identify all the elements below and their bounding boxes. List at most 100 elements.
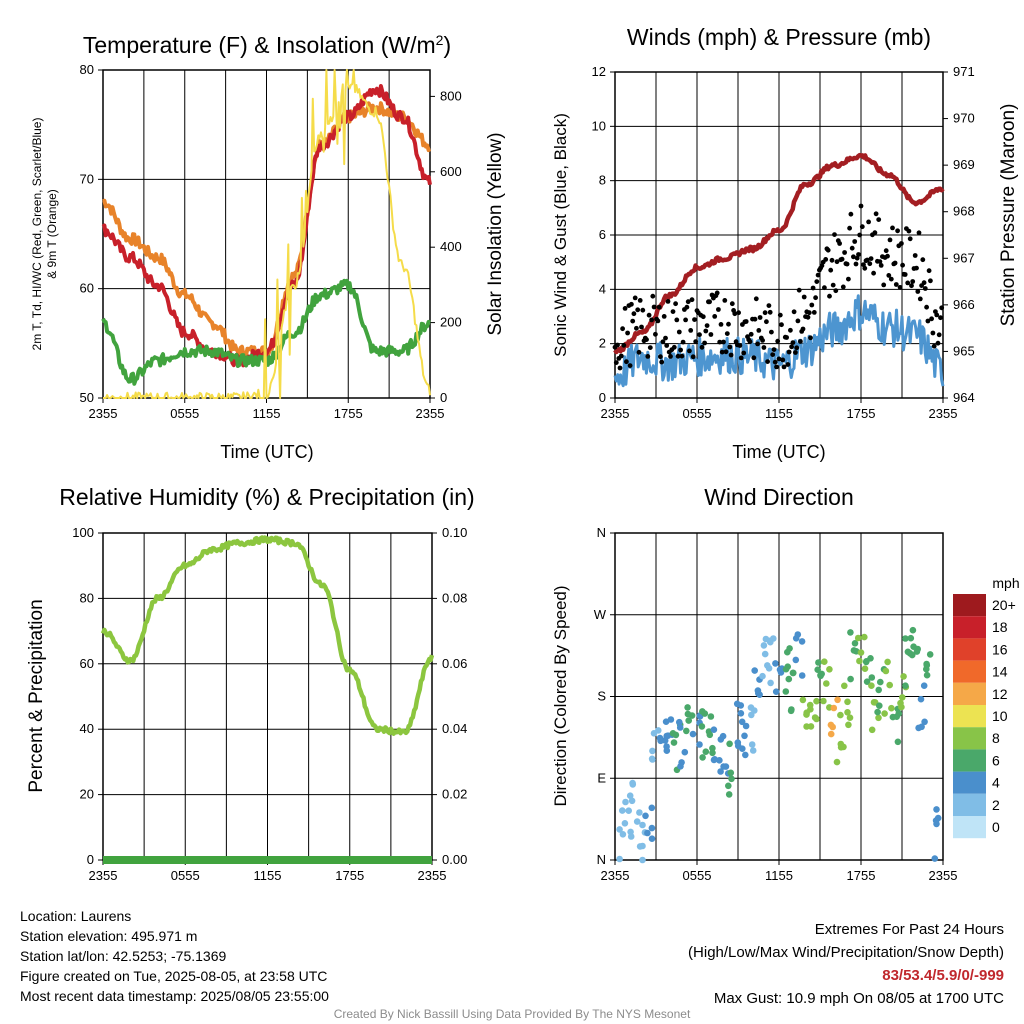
gust-point <box>761 345 767 350</box>
direction-point <box>847 629 854 636</box>
direction-point <box>889 713 897 721</box>
x-tick-label: 2355 <box>601 868 630 883</box>
x-tick-label: 1155 <box>765 406 793 421</box>
legend-swatch <box>953 682 986 705</box>
direction-point <box>748 741 756 748</box>
y2-tick-label: 0.02 <box>442 787 467 802</box>
gust-point <box>772 359 778 365</box>
gust-point <box>737 343 743 348</box>
direction-point <box>767 638 774 646</box>
direction-point <box>934 814 942 822</box>
gust-point <box>915 289 921 294</box>
gust-point <box>764 319 769 325</box>
gust-point <box>659 359 665 365</box>
legend-swatch <box>953 749 986 772</box>
gust-point <box>852 239 858 244</box>
gust-point <box>665 299 671 304</box>
gust-point <box>893 282 899 287</box>
direction-point <box>837 711 844 719</box>
gust-point <box>808 335 813 341</box>
gust-point <box>873 211 879 217</box>
gust-point <box>617 365 623 371</box>
direction-point <box>884 658 891 666</box>
direction-point <box>798 638 806 645</box>
gust-point <box>902 272 908 277</box>
gust-point <box>906 228 912 234</box>
direction-point <box>798 672 806 679</box>
legend-label: 14 <box>992 664 1008 680</box>
direction-point <box>772 688 780 695</box>
legend-swatch <box>953 705 986 728</box>
gust-point <box>867 261 873 267</box>
direction-point <box>900 673 907 680</box>
gust-point <box>830 282 836 288</box>
y-tick-label: 0 <box>599 390 606 405</box>
legend-swatch <box>953 727 986 750</box>
legend-label: 20+ <box>992 597 1016 613</box>
pressure-series <box>613 152 945 355</box>
gust-point <box>736 310 741 316</box>
gust-point <box>890 225 895 231</box>
gust-point <box>741 350 747 356</box>
y-tick-label: 8 <box>599 173 606 188</box>
gust-point <box>646 312 652 318</box>
direction-point <box>663 747 671 754</box>
direction-point <box>868 674 876 681</box>
gust-point <box>883 248 889 254</box>
gust-point <box>793 350 798 355</box>
y2-tick-label: 965 <box>953 343 975 358</box>
direction-point <box>910 643 917 650</box>
direction-point <box>857 649 865 656</box>
gust-point <box>888 276 894 282</box>
y2-tick-label: 970 <box>953 111 975 126</box>
gust-point <box>814 279 820 284</box>
direction-point <box>636 809 643 816</box>
direction-point <box>908 651 916 659</box>
gust-point <box>700 314 706 320</box>
direction-point <box>917 695 925 703</box>
legend-swatch <box>953 638 986 661</box>
gust-point <box>656 304 662 310</box>
gust-point <box>634 325 639 331</box>
y2-tick-label: 0.06 <box>442 656 467 671</box>
gust-point <box>868 256 874 261</box>
gust-point <box>776 356 782 362</box>
x-tick-label: 2355 <box>929 868 958 883</box>
max-gust-text: Max Gust: 10.9 mph On 08/05 at 1700 UTC <box>713 990 1004 1007</box>
gust-point <box>722 298 728 303</box>
winds-y2label: Station Pressure (Maroon) <box>998 104 1019 327</box>
gust-point <box>771 347 777 352</box>
gust-point <box>910 279 916 284</box>
gust-point <box>795 318 801 324</box>
gust-point <box>887 237 893 243</box>
gust-point <box>885 253 890 259</box>
direction-point <box>851 640 859 647</box>
gust-point <box>639 324 644 330</box>
gust-point <box>729 301 735 307</box>
legend-label: 12 <box>992 686 1008 702</box>
gust-point <box>914 265 919 271</box>
direction-point <box>813 697 820 705</box>
direction-point <box>902 635 909 642</box>
gust-point <box>813 295 818 301</box>
direction-point <box>881 710 888 717</box>
x-tick-label: 1755 <box>847 406 876 421</box>
gust-point <box>809 302 815 308</box>
direction-point <box>689 730 697 738</box>
direction-point <box>702 748 710 755</box>
gust-point <box>837 241 842 246</box>
gust-point <box>671 344 677 350</box>
y-tick-label: 0 <box>87 852 94 867</box>
winds-ylabel: Sonic Wind & Gust (Blue, Black) <box>551 113 570 357</box>
gust-point <box>828 267 834 273</box>
gust-point <box>685 299 691 305</box>
gust-point <box>756 328 762 333</box>
gust-point <box>785 362 791 367</box>
gust-point <box>791 309 797 315</box>
legend-label: 4 <box>992 775 1000 791</box>
gust-point <box>822 285 827 291</box>
gust-point <box>668 354 673 359</box>
gust-point <box>645 354 651 359</box>
direction-point <box>749 747 757 754</box>
